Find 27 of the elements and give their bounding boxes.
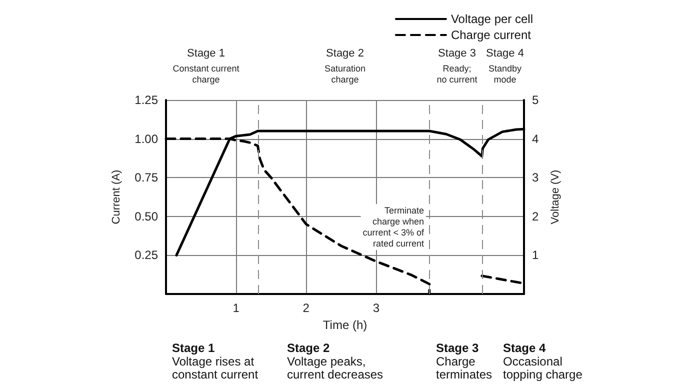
y2-tick-label: 5	[532, 93, 539, 107]
y-tick-label: 1.00	[134, 132, 158, 146]
y-tick-label: 1.25	[134, 93, 158, 107]
y2-tick-label: 3	[532, 170, 539, 185]
text: Stage 3 Charge terminates	[436, 341, 492, 382]
x-tick-label: 2	[302, 301, 310, 315]
y-tick-label: 0.75	[134, 170, 158, 185]
y-tick-label: 0.50	[134, 209, 158, 224]
text: Stage 2 Saturation charge	[324, 48, 366, 84]
legend-label: Charge current	[450, 28, 532, 42]
text: Stage 4 Standby mode	[486, 48, 524, 84]
x-tick-label: 1	[232, 301, 240, 315]
x-axis-title: Time (h)	[322, 318, 368, 332]
y2-tick-label: 4	[532, 132, 539, 146]
y2-tick-label: 2	[532, 209, 539, 224]
y2-axis-title: Voltage (V)	[550, 170, 562, 224]
x-tick-label: 3	[372, 301, 380, 315]
annotation: Terminate charge when current < 3% of rated current	[362, 206, 424, 248]
y-axis-title: Current (A)	[110, 170, 122, 224]
legend-label: Voltage per cell	[450, 12, 534, 26]
y-tick-label: 0.25	[134, 248, 158, 262]
text: Stage 2 Voltage peaks, current decreases	[287, 341, 384, 382]
text: Stage 4 Occasional topping charge	[503, 341, 583, 382]
y2-tick-label: 1	[532, 248, 539, 262]
text: Stage 1 Constant current charge	[172, 48, 240, 84]
text: Stage 1 Voltage rises at constant current	[172, 341, 259, 382]
text: Stage 3 Ready; no current	[436, 48, 478, 84]
